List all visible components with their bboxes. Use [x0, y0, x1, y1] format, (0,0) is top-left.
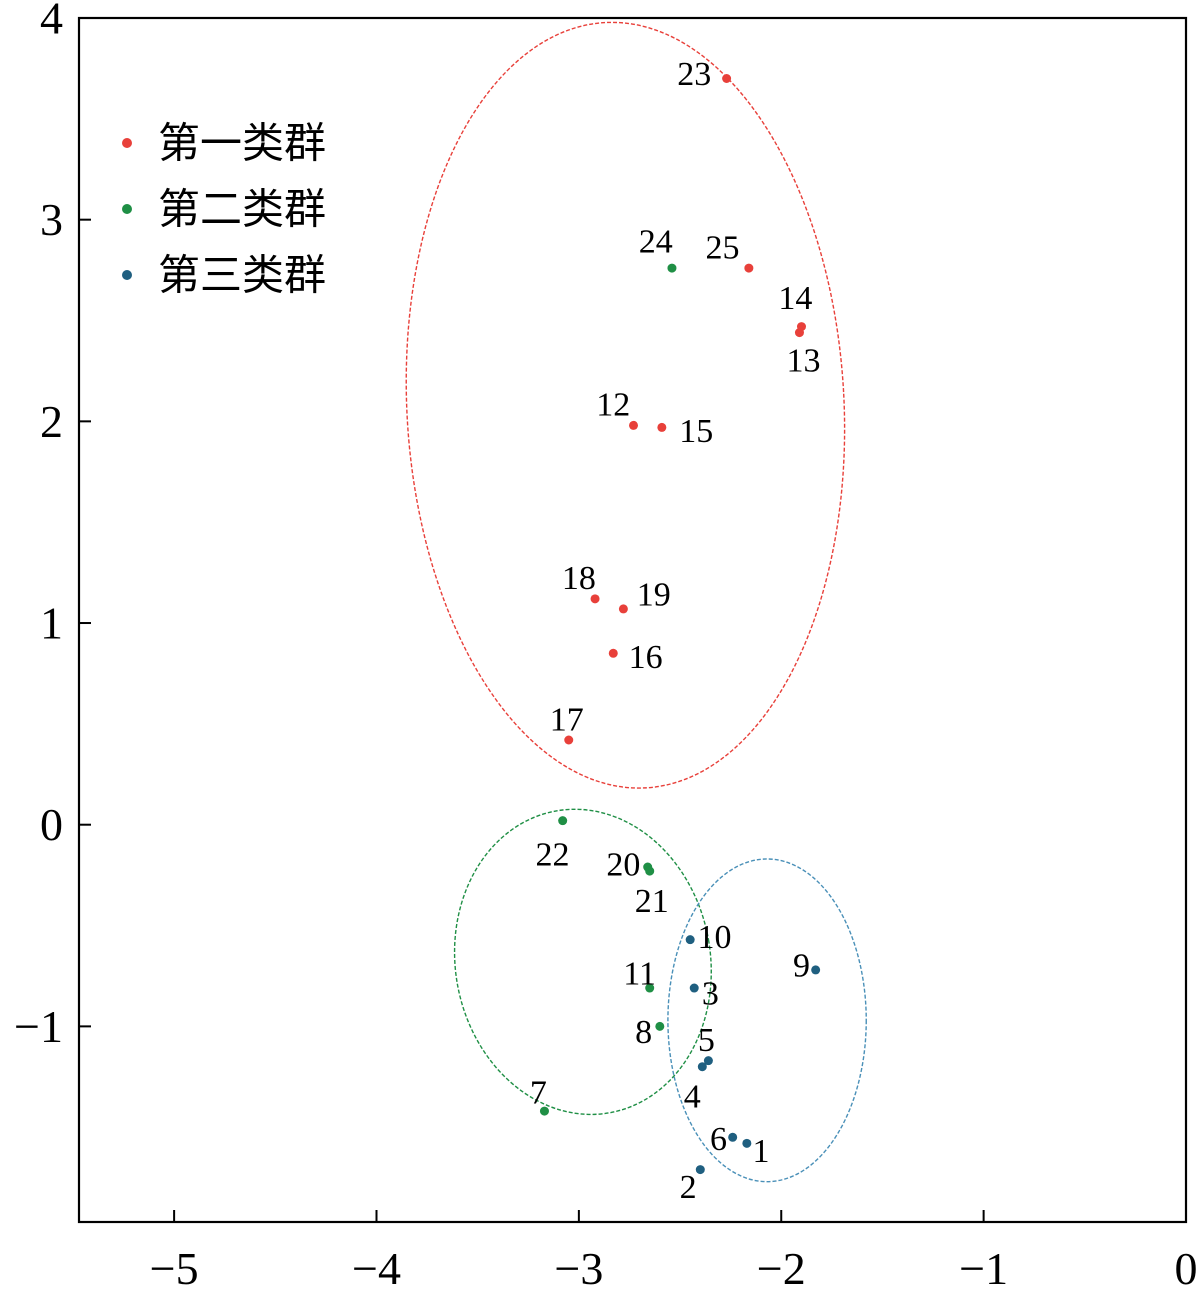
- point-label-5: 5: [698, 1022, 715, 1059]
- point-label-22: 22: [536, 836, 570, 873]
- y-tick-label: −1: [14, 1001, 63, 1052]
- point-label-20: 20: [606, 847, 640, 884]
- point-label-18: 18: [562, 560, 596, 597]
- point-label-9: 9: [793, 947, 810, 984]
- legend-label-2: 第二类群: [158, 185, 326, 234]
- y-tick-label: 2: [40, 396, 63, 447]
- legend-marker-2: [122, 204, 132, 214]
- point-19: [618, 604, 628, 614]
- point-21: [645, 866, 655, 876]
- point-1: [742, 1138, 752, 1148]
- point-11: [645, 983, 655, 993]
- point-label-8: 8: [635, 1014, 652, 1051]
- point-label-14: 14: [778, 280, 812, 317]
- x-tick-label: −1: [959, 1243, 1008, 1294]
- y-tick-label: 1: [40, 598, 63, 649]
- point-18: [590, 594, 600, 604]
- legend-marker-1: [122, 138, 132, 148]
- point-label-24: 24: [639, 223, 673, 260]
- y-tick-label: 0: [40, 799, 63, 850]
- x-tick-label: −4: [352, 1243, 401, 1294]
- point-label-25: 25: [706, 229, 740, 266]
- point-2: [695, 1165, 705, 1175]
- point-17: [564, 735, 574, 745]
- point-4: [697, 1062, 707, 1072]
- x-tick-label: 0: [1175, 1243, 1198, 1294]
- point-7: [539, 1106, 549, 1116]
- point-12: [629, 420, 639, 430]
- cluster-ellipse-2: [453, 808, 712, 1116]
- point-label-11: 11: [623, 955, 656, 992]
- point-label-12: 12: [596, 387, 630, 424]
- point-15: [657, 422, 667, 432]
- point-label-7: 7: [530, 1074, 547, 1111]
- point-label-3: 3: [702, 976, 719, 1013]
- point-label-17: 17: [550, 701, 584, 738]
- point-13: [794, 328, 804, 338]
- cluster-ellipse-3: [667, 858, 867, 1183]
- point-label-15: 15: [679, 413, 713, 450]
- point-8: [655, 1021, 665, 1031]
- y-tick-label: 3: [40, 194, 63, 245]
- point-label-21: 21: [635, 883, 669, 920]
- point-label-4: 4: [684, 1078, 701, 1115]
- point-label-1: 1: [753, 1133, 770, 1170]
- point-9: [811, 965, 821, 975]
- point-6: [728, 1132, 738, 1142]
- point-23: [722, 74, 732, 84]
- legend-label-3: 第三类群: [158, 251, 326, 300]
- point-label-6: 6: [710, 1121, 727, 1158]
- legend-label-1: 第一类群: [158, 119, 326, 168]
- cluster-ellipses: [405, 21, 867, 1183]
- point-5: [703, 1056, 713, 1066]
- x-tick-label: −3: [554, 1243, 603, 1294]
- legend-marker-3: [122, 270, 132, 280]
- point-24: [667, 263, 677, 273]
- point-label-23: 23: [677, 56, 711, 93]
- point-label-13: 13: [787, 342, 821, 379]
- point-10: [685, 935, 695, 945]
- point-16: [608, 648, 618, 658]
- point-label-19: 19: [637, 576, 671, 613]
- point-label-10: 10: [697, 919, 731, 956]
- point-label-2: 2: [680, 1169, 697, 1206]
- point-3: [689, 983, 699, 993]
- x-tick-label: −5: [150, 1243, 199, 1294]
- point-25: [744, 263, 754, 273]
- x-tick-label: −2: [757, 1243, 806, 1294]
- point-label-16: 16: [629, 639, 663, 676]
- point-22: [558, 816, 568, 826]
- y-tick-label: 4: [40, 0, 63, 44]
- plot-frame: [77, 16, 1188, 1224]
